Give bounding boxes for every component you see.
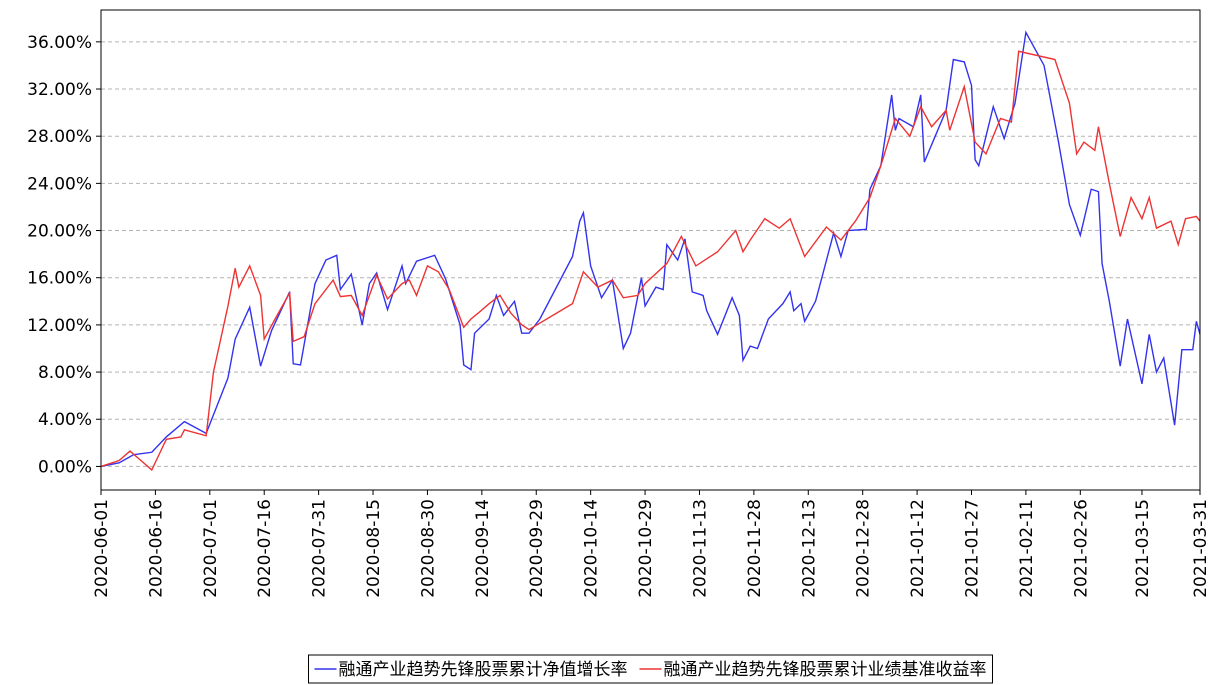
y-tick-label: 36.00% bbox=[27, 33, 92, 53]
x-tick-label: 2021-03-15 bbox=[1133, 499, 1153, 598]
x-tick-label: 2020-11-13 bbox=[690, 499, 710, 598]
x-tick-label: 2021-01-12 bbox=[908, 499, 928, 598]
x-tick-label: 2020-09-14 bbox=[473, 499, 493, 598]
x-tick-label: 2020-12-13 bbox=[799, 499, 819, 598]
x-tick-label: 2020-07-01 bbox=[201, 499, 221, 598]
x-tick-label: 2020-12-28 bbox=[854, 499, 874, 598]
y-tick-label: 24.00% bbox=[27, 174, 92, 194]
x-tick-label: 2020-07-16 bbox=[255, 499, 275, 598]
x-tick-label: 2021-02-26 bbox=[1071, 499, 1091, 598]
x-tick-label: 2020-06-01 bbox=[92, 499, 112, 598]
plot-frame bbox=[100, 9, 1201, 491]
series-line bbox=[100, 50, 1201, 472]
x-tick-label: 2020-10-14 bbox=[582, 499, 602, 598]
series-line bbox=[100, 30, 1201, 468]
x-tick-label: 2020-10-29 bbox=[636, 499, 656, 598]
legend-label: 融通产业趋势先锋股票累计净值增长率 bbox=[339, 660, 628, 680]
x-tick-label: 2020-11-28 bbox=[745, 499, 765, 598]
y-tick-label: 28.00% bbox=[27, 127, 92, 147]
x-tick-label: 2020-08-30 bbox=[418, 499, 438, 598]
x-tick-label: 2021-01-27 bbox=[962, 499, 982, 598]
y-tick-label: 4.00% bbox=[38, 410, 92, 430]
y-tick-label: 32.00% bbox=[27, 80, 92, 100]
y-tick-label: 12.00% bbox=[27, 316, 92, 336]
y-tick-label: 16.00% bbox=[27, 269, 92, 289]
x-tick-label: 2020-06-16 bbox=[146, 499, 166, 598]
legend-label: 融通产业趋势先锋股票累计业绩基准收益率 bbox=[664, 660, 987, 680]
y-tick-label: 20.00% bbox=[27, 222, 92, 242]
y-tick-label: 0.00% bbox=[38, 457, 92, 477]
y-tick-label: 8.00% bbox=[38, 363, 92, 383]
x-tick-label: 2020-07-31 bbox=[310, 499, 330, 598]
x-tick-label: 2020-09-29 bbox=[527, 499, 547, 598]
x-tick-label: 2021-02-11 bbox=[1017, 499, 1037, 598]
x-tick-label: 2021-03-31 bbox=[1191, 499, 1211, 598]
x-tick-label: 2020-08-15 bbox=[364, 499, 384, 598]
legend: 融通产业趋势先锋股票累计净值增长率 融通产业趋势先锋股票累计业绩基准收益率 bbox=[308, 654, 993, 684]
